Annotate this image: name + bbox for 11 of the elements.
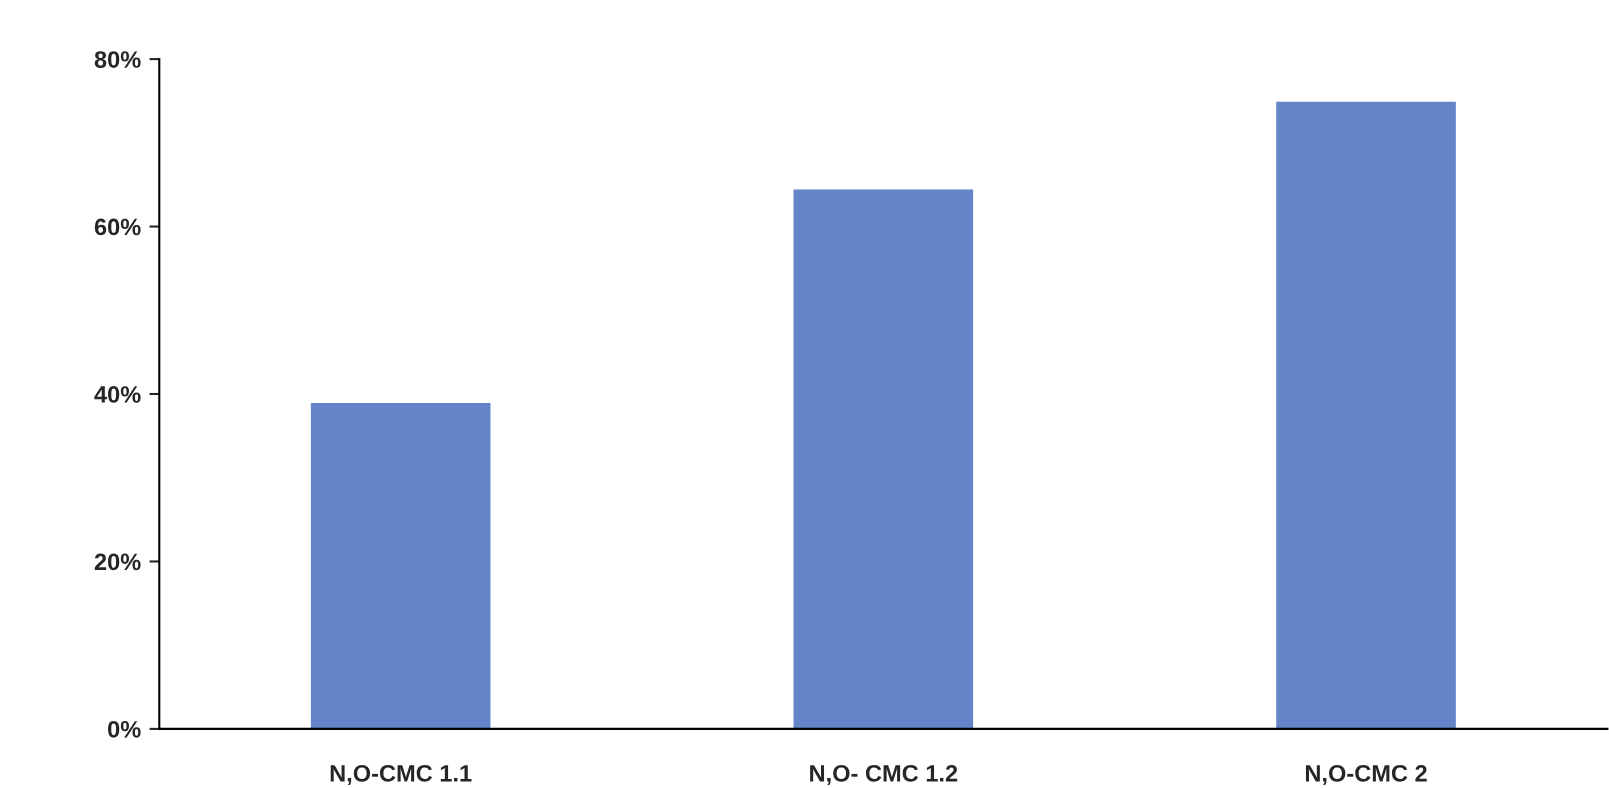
bar [309, 401, 492, 729]
y-tick-label: 60% [94, 218, 141, 236]
y-tick-label: 20% [94, 553, 141, 571]
y-tick-label: 0% [108, 720, 141, 738]
bar [1274, 100, 1458, 729]
y-tick-label: 80% [94, 51, 141, 68]
x-tick-label: N,O- CMC 1.2 [810, 764, 958, 786]
y-tick-label: 40% [94, 386, 141, 403]
x-tick-label: N,O-CMC 2 [1305, 764, 1427, 786]
x-tick-label: N,O-CMC 1.1 [330, 764, 472, 786]
bar [792, 188, 975, 729]
